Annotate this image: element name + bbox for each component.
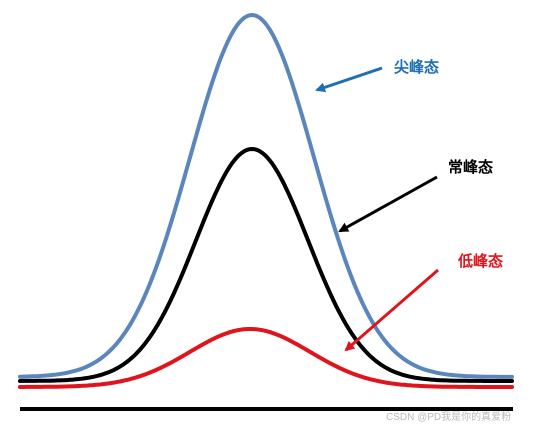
leptokurtic-arrow xyxy=(315,66,383,93)
platykurtic-curve xyxy=(18,327,514,389)
platykurtic-arrow xyxy=(344,268,439,352)
leptokurtic-curve xyxy=(18,12,514,379)
platykurtic-label: 低峰态 xyxy=(457,252,503,270)
mesokurtic-arrow xyxy=(338,175,438,233)
mesokurtic-curve xyxy=(18,146,514,383)
watermark-text: CSDN @PD我是你的真爱粉 xyxy=(386,410,511,423)
mesokurtic-label: 常峰态 xyxy=(448,158,493,176)
leptokurtic-label: 尖峰态 xyxy=(394,58,439,76)
